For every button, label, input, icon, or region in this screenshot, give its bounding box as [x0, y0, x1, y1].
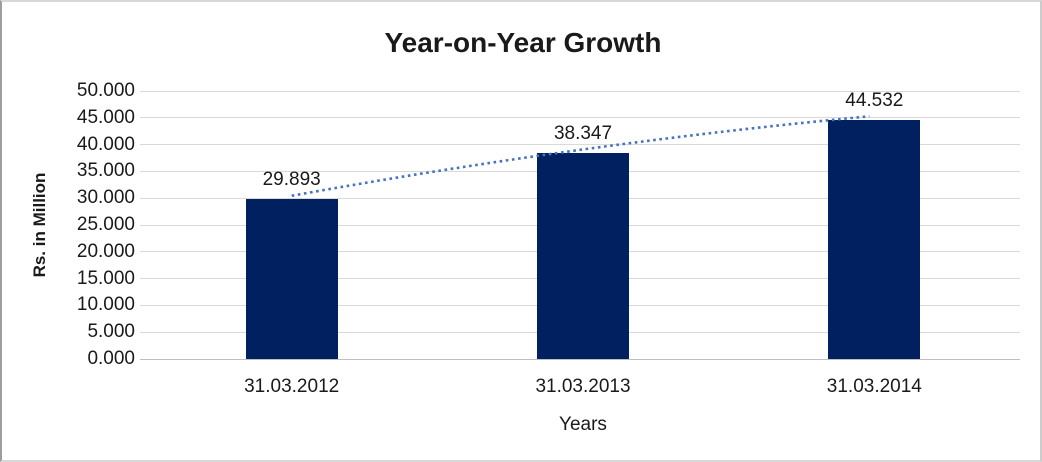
y-tick-label: 25.000	[76, 214, 135, 235]
gridline	[140, 90, 1020, 92]
x-tick-label: 31.03.2012	[244, 376, 340, 397]
y-tick-label: 10.000	[76, 294, 135, 316]
x-axis-line	[140, 358, 1020, 360]
bar-31.03.2012	[245, 198, 338, 359]
y-tick-label: 0.000	[87, 348, 135, 369]
y-tick-label: 40.000	[76, 133, 135, 155]
y-tick-label: 15.000	[76, 267, 135, 289]
chart-title: Year-on-Year Growth	[384, 27, 662, 58]
data-label: 44.532	[845, 90, 904, 112]
y-tick-label: 45.000	[76, 106, 135, 128]
data-label: 29.893	[262, 168, 321, 190]
x-tick-label: 31.03.2014	[826, 376, 922, 397]
gridline	[140, 117, 1020, 119]
x-axis-title: Years	[559, 414, 607, 435]
y-tick-label: 35.000	[76, 160, 135, 182]
y-tick-label: 5.000	[87, 321, 135, 343]
y-tick-label: 20.000	[76, 240, 135, 262]
y-tick-label: 50.000	[76, 80, 135, 101]
bar-31.03.2013	[537, 153, 629, 359]
y-tick-label: 30.000	[76, 187, 135, 209]
data-label: 38.347	[553, 123, 613, 145]
bar-31.03.2014	[828, 120, 921, 359]
x-tick-label: 31.03.2013	[535, 376, 631, 397]
